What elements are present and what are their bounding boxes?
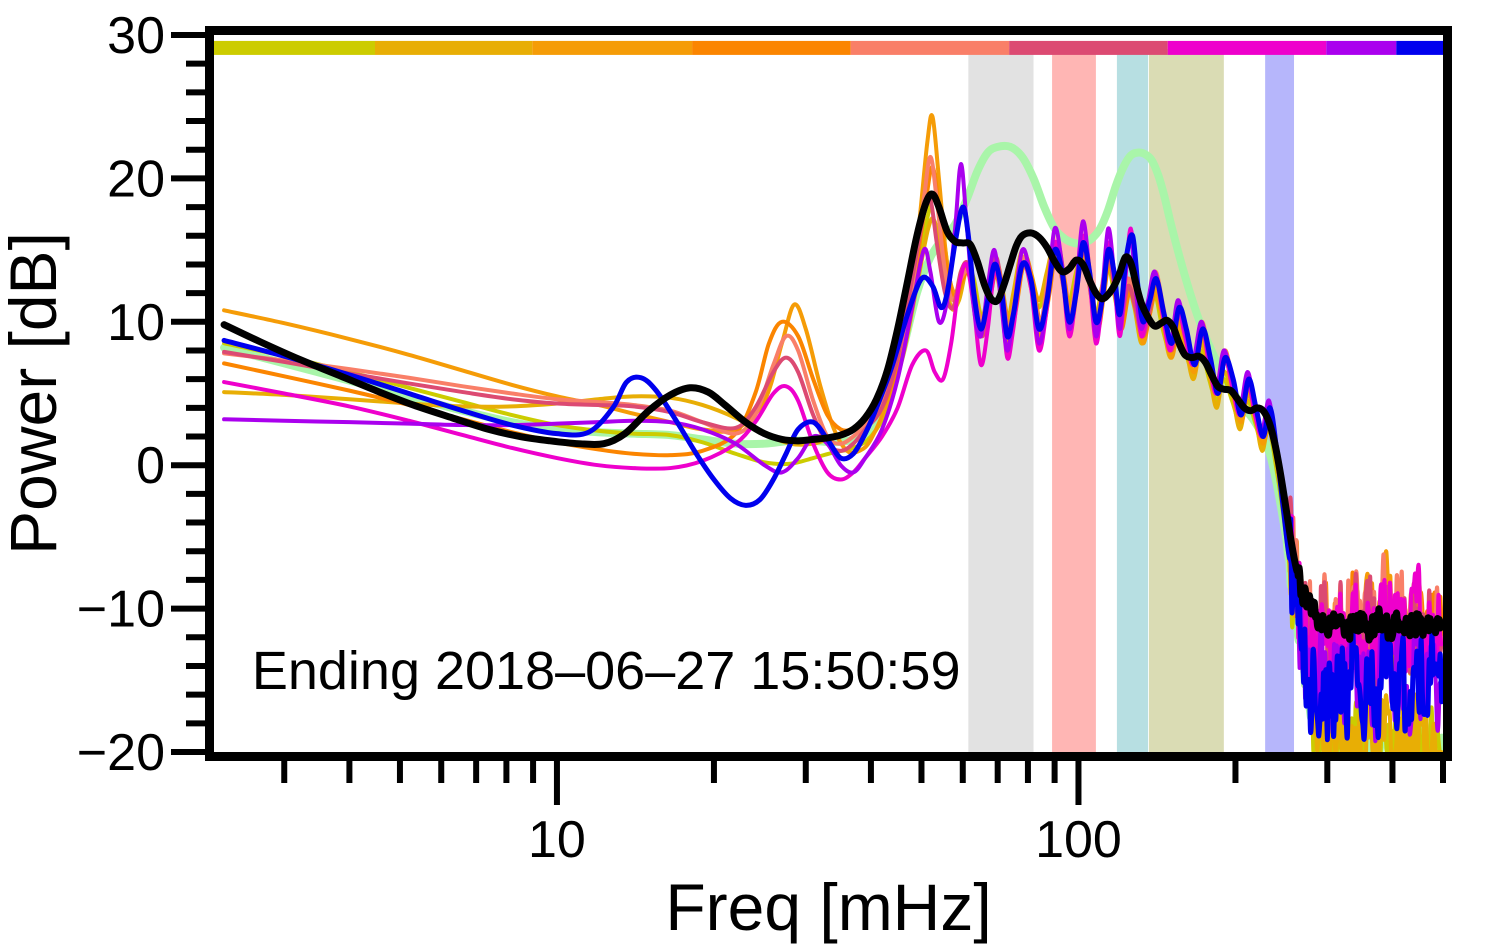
- x-ticks: [281, 761, 1446, 805]
- x-tick-labels: 10 100: [528, 811, 1122, 869]
- plot-annotation-text: Ending 2018‒06‒27 15:50:59: [252, 641, 961, 701]
- y-ticks: [171, 32, 205, 755]
- x-axis-title: Freq [mHz]: [665, 870, 991, 944]
- frame-left: [205, 26, 214, 761]
- band-khaki: [1148, 49, 1224, 752]
- x-tick-label: 10: [528, 811, 586, 869]
- colorbar-segment-4: [850, 40, 1010, 55]
- colorbar-segment-1: [374, 40, 533, 55]
- colorbar-segment-5: [1009, 40, 1168, 55]
- colorbar-group: [214, 40, 1443, 55]
- colorbar-segment-2: [532, 40, 693, 55]
- spectrum-curve-mean-spectrum: [220, 190, 1443, 644]
- colorbar-segment-3: [692, 40, 851, 55]
- colorbar-segment-7: [1326, 40, 1397, 55]
- y-axis-title: Power [dB]: [0, 232, 70, 555]
- y-tick-label: 30: [107, 7, 165, 65]
- shaded-bands-group: [968, 49, 1295, 752]
- colorbar-segment-0: [214, 40, 375, 55]
- y-tick-label: 10: [107, 294, 165, 352]
- axis-frame: [205, 26, 1452, 761]
- band-pink: [1052, 49, 1096, 752]
- y-tick-labels: 30 20 10 0 −10 −20: [77, 7, 165, 782]
- x-tick-label: 100: [1035, 811, 1122, 869]
- y-tick-label: −10: [77, 581, 165, 639]
- frame-top: [205, 26, 1452, 35]
- y-tick-label: 0: [136, 437, 165, 495]
- colorbar-segment-6: [1167, 40, 1327, 55]
- spectra-group: [220, 113, 1443, 752]
- colorbar-segment-8: [1396, 40, 1443, 55]
- frame-bottom: [205, 752, 1452, 761]
- y-tick-label: 20: [107, 150, 165, 208]
- spectrum-curve-spectrum-blue-9: [221, 204, 1443, 743]
- y-tick-label: −20: [77, 724, 165, 782]
- frame-right: [1443, 26, 1452, 761]
